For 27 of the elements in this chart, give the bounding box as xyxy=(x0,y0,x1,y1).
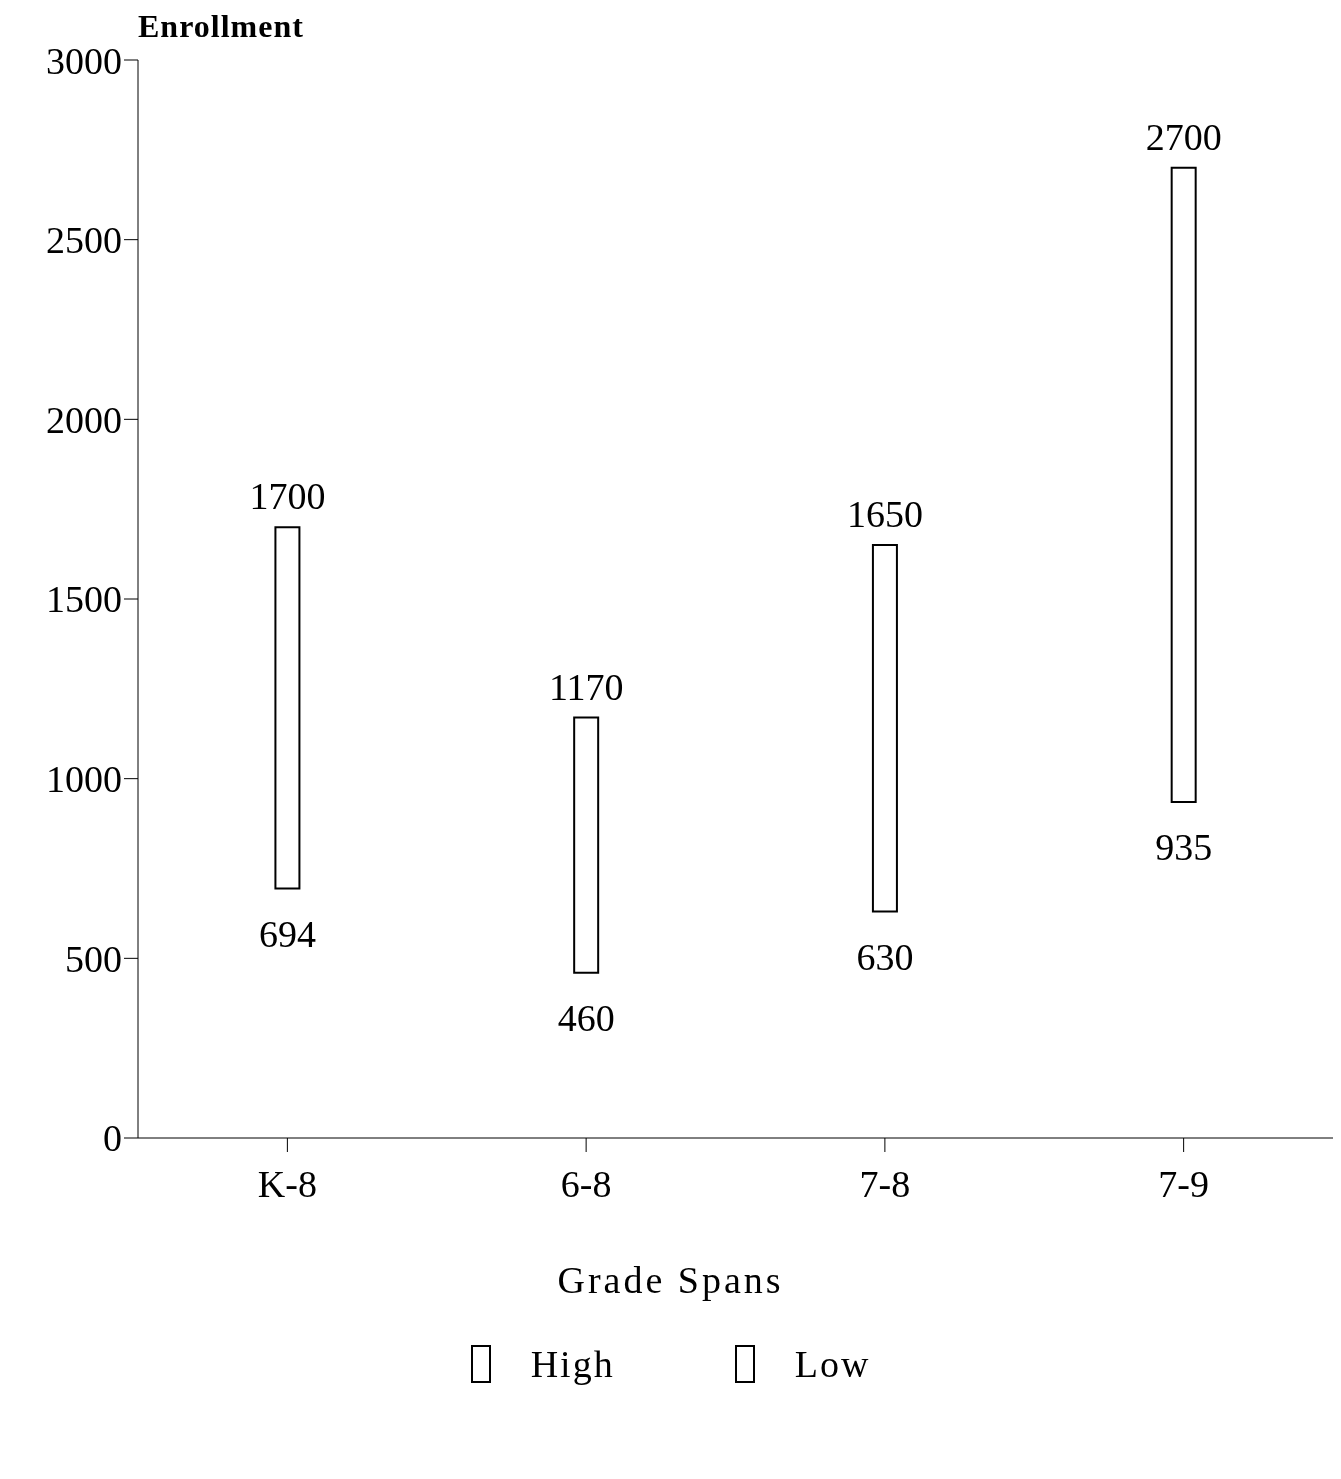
annotation: 694 xyxy=(258,912,316,955)
x-tick-label: 6-8 xyxy=(560,1162,612,1205)
y-tick-label: 2500 xyxy=(46,219,122,262)
y-tick-label: 2000 xyxy=(46,398,122,441)
x-tick-label: 7-9 xyxy=(1158,1162,1209,1205)
annotation: 2700 xyxy=(1145,115,1222,158)
y-tick-label: 500 xyxy=(65,937,122,980)
annotation: 1700 xyxy=(249,475,326,518)
x-axis-title: Grade Spans xyxy=(556,1258,785,1302)
annotation: 1650 xyxy=(846,493,923,536)
bar xyxy=(871,544,898,913)
x-tick-label: K-8 xyxy=(257,1162,317,1205)
bar xyxy=(573,716,600,974)
y-tick-label: 1500 xyxy=(46,578,122,621)
bar xyxy=(1170,166,1197,804)
y-tick-label: 3000 xyxy=(46,39,122,82)
x-tick-label: 7-8 xyxy=(859,1162,911,1205)
annotation: 630 xyxy=(856,935,914,978)
bar xyxy=(274,526,301,890)
y-tick-label: 1000 xyxy=(46,758,122,801)
annotation: 935 xyxy=(1155,826,1213,869)
annotation: 1170 xyxy=(548,665,624,708)
text: Low xyxy=(794,1342,871,1386)
text: High xyxy=(530,1342,615,1386)
y-axis-title: Enrollment xyxy=(138,8,304,44)
y-tick-label: 0 xyxy=(103,1117,122,1160)
annotation: 460 xyxy=(557,996,615,1039)
